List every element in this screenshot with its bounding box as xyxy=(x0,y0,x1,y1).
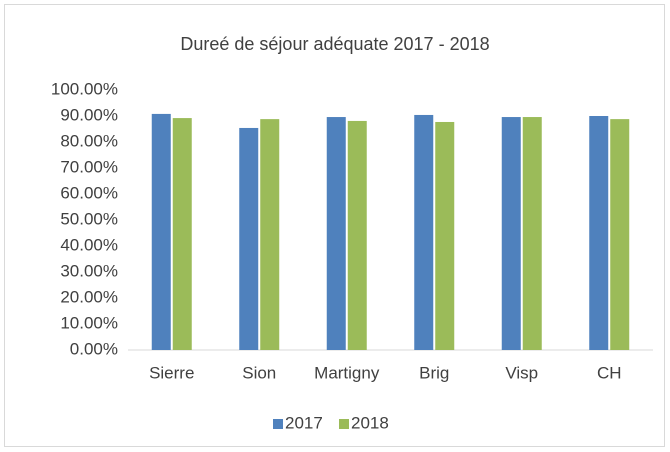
bar xyxy=(151,113,171,350)
y-tick-label: 60.00% xyxy=(60,183,118,202)
bar xyxy=(610,119,630,351)
legend-swatch xyxy=(339,419,349,429)
y-tick-label: 0.00% xyxy=(70,339,118,358)
x-tick-label: Brig xyxy=(419,363,449,382)
bar xyxy=(172,118,192,350)
x-tick-label: Martigny xyxy=(314,363,380,382)
bar xyxy=(501,117,521,350)
y-tick-label: 40.00% xyxy=(60,235,118,254)
x-tick-label: Sierre xyxy=(149,363,194,382)
x-tick-label: Sion xyxy=(242,363,276,382)
y-tick-label: 30.00% xyxy=(60,261,118,280)
y-tick-label: 80.00% xyxy=(60,131,118,150)
bar xyxy=(326,117,346,350)
bar xyxy=(347,120,367,350)
y-tick-label: 20.00% xyxy=(60,287,118,306)
bar xyxy=(522,117,542,350)
bar xyxy=(260,119,280,351)
legend-label: 2017 xyxy=(285,413,323,432)
chart-title: Dureé de séjour adéquate 2017 - 2018 xyxy=(180,34,489,54)
y-tick-label: 50.00% xyxy=(60,209,118,228)
y-tick-label: 100.00% xyxy=(51,79,118,98)
bar xyxy=(435,121,455,350)
legend-swatch xyxy=(273,419,283,429)
y-tick-label: 90.00% xyxy=(60,105,118,124)
bar xyxy=(239,127,259,351)
x-tick-label: CH xyxy=(597,363,622,382)
x-tick-label: Visp xyxy=(505,363,538,382)
legend-label: 2018 xyxy=(351,413,389,432)
y-tick-label: 10.00% xyxy=(60,313,118,332)
bar xyxy=(589,116,609,350)
bar xyxy=(414,114,434,351)
y-tick-label: 70.00% xyxy=(60,157,118,176)
